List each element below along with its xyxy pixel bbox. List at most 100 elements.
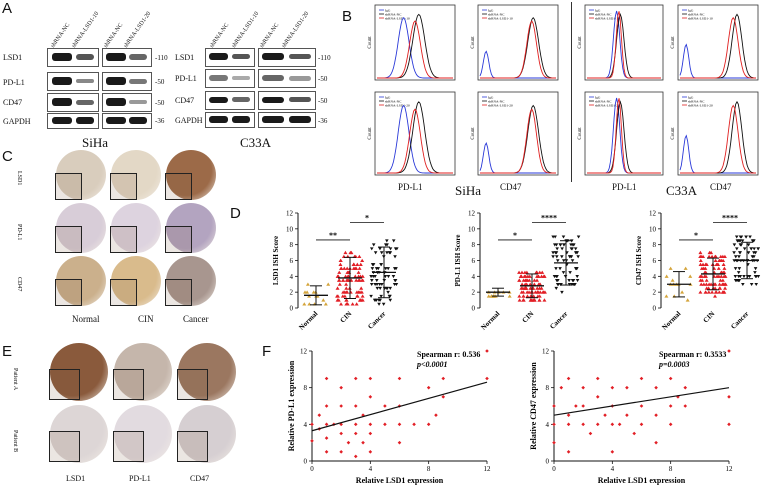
data-point bbox=[654, 440, 658, 445]
mw-marker: -110 bbox=[155, 54, 168, 62]
x-tick-label: 8 bbox=[669, 465, 673, 473]
data-point bbox=[397, 376, 402, 381]
panel-label-d: D bbox=[230, 205, 241, 222]
data-point bbox=[698, 262, 703, 266]
magnified-inset bbox=[110, 172, 137, 200]
data-point bbox=[698, 250, 703, 255]
data-point bbox=[573, 247, 578, 251]
data-point bbox=[357, 266, 362, 270]
data-point bbox=[710, 254, 715, 259]
data-point bbox=[379, 251, 384, 255]
data-point bbox=[685, 298, 690, 302]
data-point bbox=[354, 302, 359, 306]
y-tick-label: 0 bbox=[546, 458, 550, 466]
data-point bbox=[736, 271, 741, 275]
data-point bbox=[368, 395, 373, 399]
data-point bbox=[361, 440, 365, 445]
y-tick-label: 2 bbox=[472, 289, 476, 297]
data-point bbox=[558, 267, 562, 271]
data-point bbox=[668, 422, 673, 427]
legend-label: IgG bbox=[688, 9, 694, 13]
panel-label-c: C bbox=[2, 148, 13, 165]
data-point bbox=[324, 422, 329, 427]
data-point bbox=[698, 290, 703, 294]
panel-label-f: F bbox=[262, 343, 272, 360]
data-point bbox=[485, 376, 489, 381]
data-point bbox=[391, 275, 396, 279]
data-point bbox=[698, 274, 703, 278]
data-point bbox=[339, 431, 343, 436]
column-label: LSD1 bbox=[66, 474, 86, 483]
data-point bbox=[721, 262, 726, 266]
data-point bbox=[727, 349, 731, 353]
magnified-inset bbox=[55, 172, 82, 200]
y-axis-label: LSD1 ISH Score bbox=[272, 236, 280, 285]
data-point bbox=[353, 274, 358, 278]
data-point bbox=[553, 235, 557, 239]
data-point bbox=[360, 274, 365, 278]
data-point bbox=[569, 243, 573, 247]
histogram-curve bbox=[377, 20, 453, 79]
data-point bbox=[324, 436, 329, 440]
histogram-curve bbox=[377, 13, 453, 79]
data-point bbox=[525, 294, 530, 298]
legend-label: shRNA-NC bbox=[385, 13, 402, 17]
data-point bbox=[412, 422, 416, 427]
data-point bbox=[524, 270, 529, 274]
data-point bbox=[336, 278, 341, 282]
legend-label: shRNA-LSD1-10 bbox=[595, 17, 620, 21]
data-point bbox=[368, 450, 373, 454]
cell-line-label: SiHa bbox=[455, 183, 481, 198]
data-point bbox=[746, 251, 751, 255]
y-axis-label: Relative PD-L1 expression bbox=[287, 360, 296, 451]
data-point bbox=[664, 294, 669, 298]
legend-label: shRNA-NC bbox=[385, 100, 402, 104]
legend-label: shRNA-LSD1-20 bbox=[488, 104, 513, 108]
blot-strip bbox=[258, 91, 316, 110]
cell-line-label: SiHa bbox=[82, 135, 108, 150]
legend-label: shRNA-NC bbox=[688, 100, 705, 104]
y-tick-label: 2 bbox=[653, 289, 657, 297]
data-point bbox=[346, 440, 351, 445]
data-point bbox=[536, 274, 541, 278]
data-point bbox=[738, 251, 742, 255]
data-point bbox=[394, 282, 399, 287]
y-tick-label: 4 bbox=[304, 421, 308, 429]
data-point bbox=[752, 239, 756, 243]
data-point bbox=[538, 282, 543, 286]
data-point bbox=[383, 404, 387, 408]
magnified-inset bbox=[49, 431, 80, 463]
y-tick-label: 12 bbox=[649, 210, 657, 218]
data-point bbox=[368, 431, 373, 436]
data-point bbox=[735, 239, 740, 243]
x-tick-label: 0 bbox=[310, 465, 314, 473]
histogram-curve bbox=[479, 50, 556, 79]
y-tick-label: 2 bbox=[290, 289, 294, 297]
data-point bbox=[517, 278, 522, 282]
data-point bbox=[341, 278, 346, 282]
panel-label-e: E bbox=[2, 343, 13, 360]
data-point bbox=[356, 270, 361, 274]
data-point bbox=[344, 290, 349, 294]
x-tick-label: CIN bbox=[339, 310, 354, 325]
data-point bbox=[702, 270, 707, 274]
data-point bbox=[343, 250, 348, 255]
data-point bbox=[369, 247, 374, 251]
data-point bbox=[353, 404, 358, 408]
y-axis-label: PD-L1 ISH Score bbox=[454, 235, 462, 287]
data-point bbox=[342, 294, 347, 298]
data-point bbox=[722, 254, 727, 259]
data-point bbox=[379, 294, 383, 298]
data-point bbox=[733, 275, 738, 279]
data-point bbox=[727, 422, 731, 427]
data-point bbox=[595, 395, 600, 399]
data-point bbox=[344, 286, 349, 290]
data-point bbox=[715, 274, 720, 278]
data-point bbox=[754, 282, 759, 287]
histogram-curve bbox=[377, 101, 453, 174]
data-point bbox=[703, 262, 708, 266]
data-point bbox=[735, 278, 739, 283]
data-point bbox=[699, 254, 704, 259]
data-point bbox=[338, 262, 343, 266]
row-label: LSD1 bbox=[16, 171, 22, 186]
